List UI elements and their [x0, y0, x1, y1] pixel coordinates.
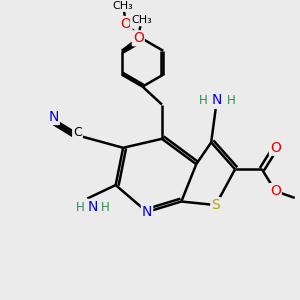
- Text: S: S: [211, 198, 220, 212]
- Text: N: N: [212, 93, 222, 107]
- Text: H: H: [199, 94, 208, 107]
- Text: H: H: [227, 94, 236, 107]
- Text: O: O: [270, 141, 281, 155]
- Text: O: O: [270, 184, 281, 198]
- Text: N: N: [142, 205, 152, 219]
- Text: N: N: [48, 110, 59, 124]
- Text: C: C: [73, 126, 82, 140]
- Text: N: N: [88, 200, 98, 214]
- Text: H: H: [76, 201, 84, 214]
- Text: H: H: [101, 201, 110, 214]
- Text: CH₃: CH₃: [113, 1, 134, 11]
- Text: O: O: [121, 17, 132, 31]
- Text: O: O: [133, 31, 144, 45]
- Text: CH₃: CH₃: [131, 15, 152, 25]
